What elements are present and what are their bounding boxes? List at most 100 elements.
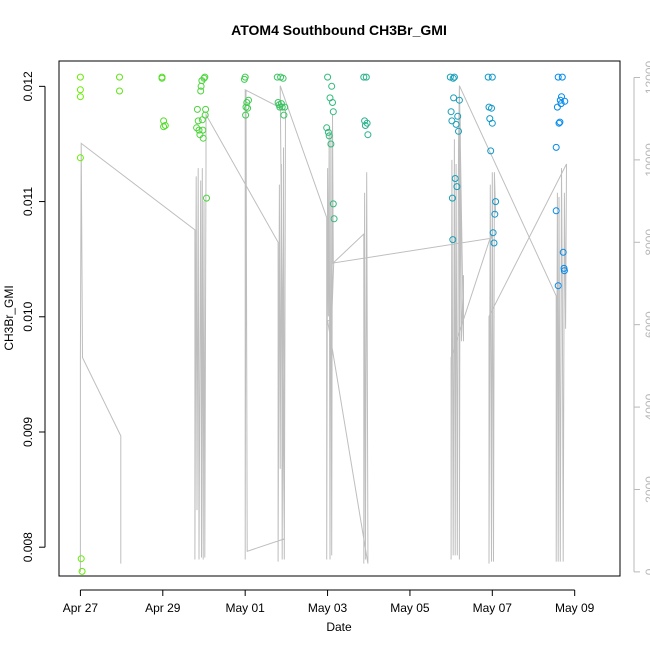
data-point [454,112,462,120]
data-point [281,103,289,111]
data-point [76,86,84,94]
data-point [364,131,372,139]
data-point [199,126,207,134]
data-point [452,120,460,128]
data-point [488,104,495,112]
data-point [450,73,458,81]
data-point [193,105,201,113]
data-point [328,82,336,90]
data-point [278,103,286,111]
y2-tick-label: 4000 [643,393,650,420]
data-point [201,73,209,81]
data-point [558,73,566,81]
data-point [161,122,169,129]
y-tick-label: 0.010 [21,301,35,331]
data-point [327,140,335,148]
data-point [116,73,123,81]
y2-tick-label: 8000 [643,229,650,256]
y-tick-label: 0.008 [21,532,35,562]
data-point [323,124,331,132]
data-point [451,175,459,182]
data-point [76,154,84,162]
data-point [552,143,560,151]
data-point [557,100,565,108]
x-axis-label: Date [326,620,352,634]
data-point [245,96,252,104]
data-point [363,119,371,127]
y-tick-label: 0.009 [21,417,35,447]
data-point [77,555,85,563]
data-point [448,117,456,125]
y2-tick-label: 6000 [643,311,650,338]
x-tick-label: May 09 [555,601,595,615]
data-point [450,94,458,102]
data-point [453,183,461,191]
data-point [324,128,332,136]
data-point [484,73,492,81]
data-point [160,123,168,131]
data-point [488,73,496,81]
plot-frame [58,60,621,577]
data-point [554,73,562,81]
data-point [76,93,84,101]
x-tick-label: May 07 [473,601,513,615]
x-tick-label: Apr 27 [63,601,99,615]
data-point [554,282,562,290]
y2-tick-label: 12000 [643,60,650,94]
data-point [280,111,288,119]
data-point [492,198,500,206]
data-point [78,567,86,575]
data-point [556,118,564,126]
x-tick-label: May 05 [390,601,430,615]
data-point [447,108,455,116]
data-point [360,73,368,81]
data-point [329,99,336,106]
y-tick-label: 0.011 [21,187,35,216]
y-tick-label: 0.012 [21,71,35,101]
data-point [202,105,210,113]
data-point [193,124,201,132]
data-point [158,74,166,82]
data-point [279,74,287,82]
y-axis-label: CH3Br_GMI [2,285,16,350]
data-point [489,229,497,237]
y2-tick-label: 2000 [643,476,650,503]
scatter-series [76,73,569,575]
data-point [116,87,123,95]
data-point [556,96,564,104]
data-point [324,73,332,81]
data-point [491,210,499,218]
line-series [79,85,567,572]
data-point [330,215,338,223]
data-point [194,117,202,125]
data-point [488,119,496,127]
data-point [448,194,456,202]
data-point [455,127,462,135]
data-point [244,104,252,112]
data-point [449,236,457,244]
y2-axis: 0 2000 4000 6000 8000 10000 12000 [633,60,650,575]
data-point [449,74,457,82]
data-point [200,74,208,82]
data-point [195,126,203,134]
data-point [559,248,567,256]
data-point [199,134,207,142]
x-tick-label: May 01 [225,601,265,615]
chart-title: ATOM4 Southbound CH3Br_GMI [231,22,447,38]
y-axis: 0.008 0.009 0.010 0.011 0.012 [21,71,46,562]
data-point [276,103,284,111]
data-point [329,108,337,116]
data-point [552,207,560,215]
data-point [197,87,205,95]
y2-tick-label: 10000 [643,143,650,177]
y2-tick-label: 0 [643,568,650,575]
data-point [490,239,498,247]
data-point [362,73,370,81]
data-point [325,132,333,140]
data-point [242,103,250,111]
series-line [79,85,567,572]
x-tick-label: Apr 29 [145,601,181,615]
data-point [553,103,561,111]
data-point [555,119,563,127]
